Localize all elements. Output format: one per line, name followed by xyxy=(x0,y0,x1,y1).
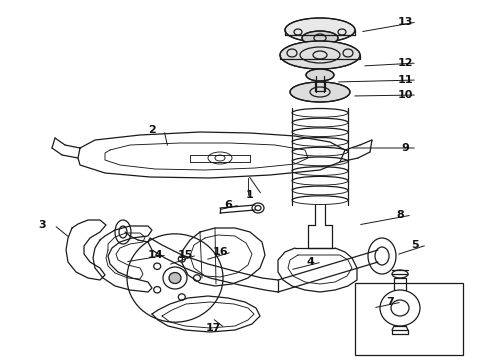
Text: 10: 10 xyxy=(397,90,413,100)
Text: 3: 3 xyxy=(38,220,46,230)
Bar xyxy=(355,283,463,355)
Text: 7: 7 xyxy=(386,297,394,307)
Text: 8: 8 xyxy=(396,210,404,220)
Ellipse shape xyxy=(290,82,350,102)
Text: 12: 12 xyxy=(397,58,413,68)
Ellipse shape xyxy=(280,41,360,69)
Text: 2: 2 xyxy=(148,125,156,135)
Text: 13: 13 xyxy=(397,17,413,27)
Text: 9: 9 xyxy=(401,143,409,153)
Text: 16: 16 xyxy=(212,247,228,257)
Ellipse shape xyxy=(285,18,355,42)
Text: 15: 15 xyxy=(177,250,193,260)
Text: 4: 4 xyxy=(306,257,314,267)
Text: 14: 14 xyxy=(147,250,163,260)
Text: 11: 11 xyxy=(397,75,413,85)
Ellipse shape xyxy=(169,273,181,284)
Text: 5: 5 xyxy=(411,240,419,250)
Text: 17: 17 xyxy=(205,323,221,333)
Ellipse shape xyxy=(306,69,334,81)
Text: 1: 1 xyxy=(246,190,254,200)
Ellipse shape xyxy=(302,31,338,45)
Text: 6: 6 xyxy=(224,200,232,210)
